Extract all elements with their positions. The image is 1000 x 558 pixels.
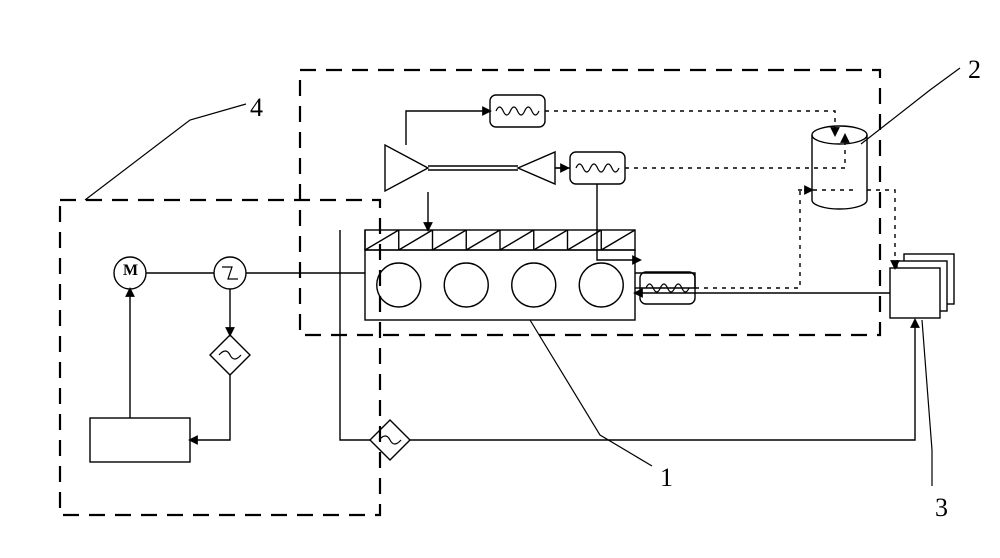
boundary-4 — [60, 200, 380, 515]
cylinder — [377, 263, 421, 307]
engine-block — [365, 250, 635, 320]
compressor — [518, 152, 555, 184]
label-3: 3 — [935, 493, 948, 523]
cylinder — [512, 263, 556, 307]
boundary-2 — [300, 70, 880, 335]
cylinder — [444, 263, 488, 307]
reservoir-box — [90, 418, 190, 462]
diagram-canvas — [0, 0, 1000, 558]
label-2: 2 — [968, 55, 981, 85]
cylinder — [579, 263, 623, 307]
motor-letter: M — [123, 262, 138, 280]
fan-icon — [890, 268, 940, 318]
turbine — [385, 145, 428, 191]
label-1: 1 — [660, 463, 673, 493]
label-4: 4 — [250, 93, 263, 123]
tank-body — [812, 135, 867, 209]
